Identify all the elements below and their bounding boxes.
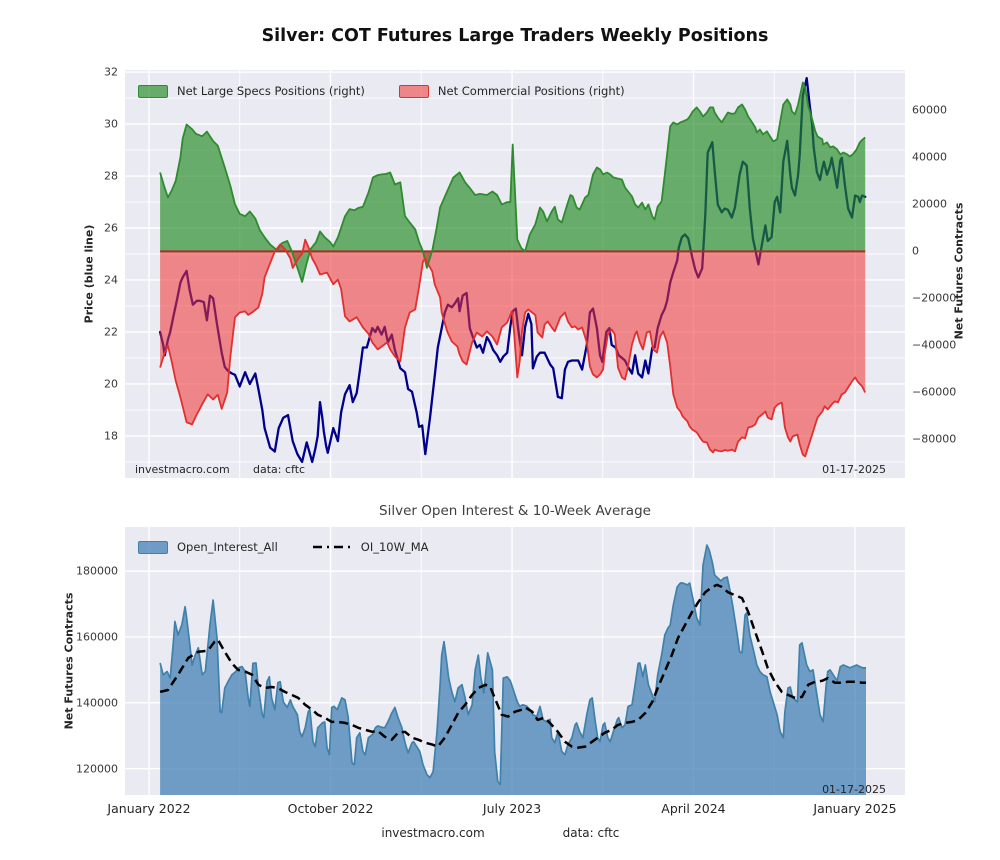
bottom-chart-canvas	[125, 527, 905, 795]
top-chart-title: Silver: COT Futures Large Traders Weekly…	[261, 26, 769, 46]
tick-label: −20000	[912, 291, 957, 305]
tick-label: 180000	[76, 564, 118, 578]
ma-legend-label: OI_10W_MA	[360, 540, 429, 554]
tick-label: 24	[104, 273, 118, 287]
tick-label: 120000	[76, 762, 118, 776]
specs-legend-label: Net Large Specs Positions (right)	[177, 84, 365, 98]
ma-legend-dash-sample	[312, 545, 351, 549]
tick-label: October 2022	[287, 801, 374, 816]
tick-label: 28	[104, 169, 118, 183]
footer-data-text: data: cftc	[562, 826, 620, 840]
specs-legend-swatch	[138, 84, 168, 98]
top-chart-data-annotation: data: cftc	[253, 463, 306, 476]
top-chart-date-annotation: 01-17-2025	[822, 463, 886, 476]
top-chart-source-annotation: investmacro.com	[135, 463, 230, 476]
tick-label: 40000	[912, 150, 947, 164]
tick-label: 140000	[76, 696, 118, 710]
tick-label: 32	[104, 65, 118, 79]
tick-label: −60000	[912, 385, 957, 399]
bottom-chart-date-annotation: 01-17-2025	[822, 783, 886, 796]
commercials-legend-label: Net Commercial Positions (right)	[437, 84, 625, 98]
bottom-chart-legend: Open_Interest_All OI_10W_MA	[138, 540, 429, 554]
tick-label: 20000	[912, 197, 947, 211]
legend-entry-open-interest: Open_Interest_All	[138, 540, 278, 554]
top-chart-ylabel-left: Price (blue line)	[82, 224, 96, 324]
tick-label: 160000	[76, 630, 118, 644]
open-interest-legend-label: Open_Interest_All	[177, 540, 278, 554]
open-interest-legend-swatch	[138, 540, 168, 554]
footer-source-text: investmacro.com	[381, 826, 485, 840]
tick-label: 26	[104, 221, 118, 235]
tick-label: 22	[104, 325, 118, 339]
tick-label: July 2023	[482, 801, 542, 816]
bottom-chart-title: Silver Open Interest & 10-Week Average	[379, 503, 651, 519]
commercials-legend-swatch	[398, 84, 429, 98]
legend-entry-specs: Net Large Specs Positions (right)	[138, 84, 365, 98]
tick-label: January 2025	[813, 801, 897, 816]
tick-label: −80000	[912, 432, 957, 446]
legend-entry-ma: OI_10W_MA	[312, 540, 429, 554]
tick-label: 0	[912, 244, 919, 258]
bottom-chart-ylabel-left: Net Futures Contracts	[62, 592, 76, 730]
tick-label: 20	[104, 377, 118, 391]
tick-label: 18	[104, 429, 118, 443]
tick-label: −40000	[912, 338, 957, 352]
legend-entry-commercials: Net Commercial Positions (right)	[398, 84, 625, 98]
tick-label: January 2022	[107, 801, 191, 816]
tick-label: 60000	[912, 103, 947, 117]
top-chart-legend: Net Large Specs Positions (right) Net Co…	[138, 84, 625, 98]
tick-label: 30	[104, 117, 118, 131]
top-chart-canvas	[125, 70, 905, 478]
tick-label: April 2024	[661, 801, 726, 816]
top-chart-ylabel-right: Net Futures Contracts	[952, 202, 966, 340]
